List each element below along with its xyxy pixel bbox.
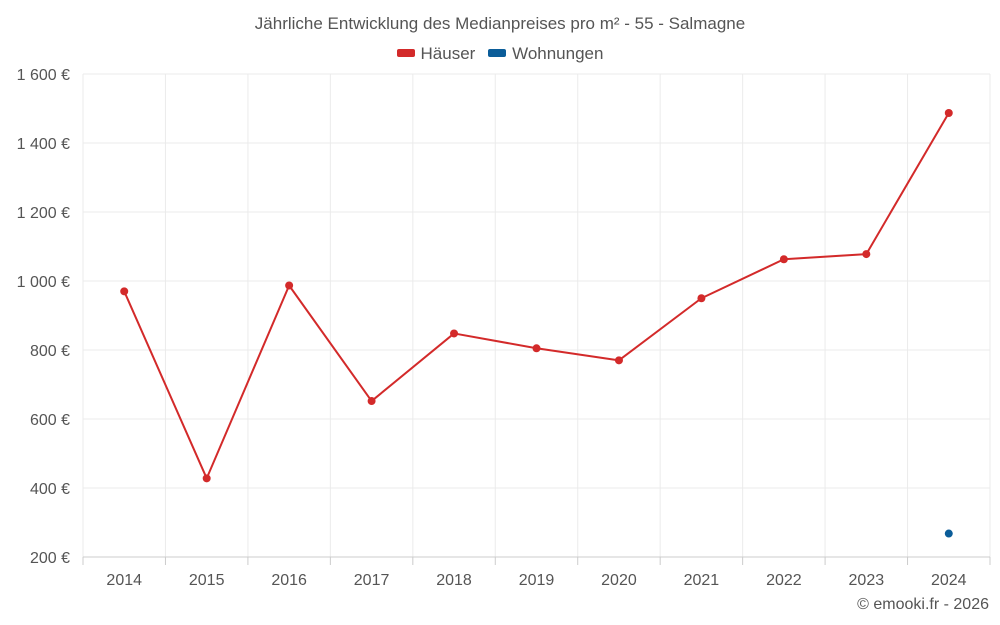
data-point-h-user (285, 281, 294, 290)
legend-item-hauser[interactable]: Häuser (396, 44, 476, 64)
data-point-h-user (532, 344, 541, 353)
data-point-h-user (944, 108, 953, 117)
legend-swatch-hauser (396, 48, 415, 57)
x-tick-label: 2021 (684, 572, 720, 589)
data-point-h-user (697, 294, 706, 303)
legend-label-wohnungen: Wohnungen (512, 44, 604, 63)
x-tick-label: 2019 (519, 572, 555, 589)
x-tick-label: 2016 (271, 572, 307, 589)
data-point-h-user (614, 356, 623, 365)
y-tick-label: 600 € (30, 412, 70, 429)
y-tick-label: 200 € (30, 550, 70, 567)
x-tick-label: 2018 (436, 572, 472, 589)
y-tick-label: 1 000 € (17, 274, 70, 291)
x-tick-label: 2023 (849, 572, 885, 589)
legend-item-wohnungen[interactable]: Wohnungen (488, 44, 603, 64)
legend-swatch-wohnungen (488, 48, 507, 57)
x-tick-label: 2017 (354, 572, 390, 589)
legend-label-hauser: Häuser (420, 44, 476, 63)
data-point-h-user (862, 250, 871, 259)
x-tick-label: 2014 (106, 572, 142, 589)
data-point-h-user (202, 474, 211, 483)
x-tick-label: 2022 (766, 572, 802, 589)
data-point-h-user (779, 255, 788, 264)
data-point-h-user (367, 397, 376, 406)
y-tick-label: 1 400 € (17, 136, 70, 153)
data-point-wohnungen (944, 529, 953, 538)
data-point-h-user (450, 329, 459, 338)
y-tick-label: 1 200 € (17, 205, 70, 222)
chart-title: Jährliche Entwicklung des Medianpreises … (254, 14, 746, 33)
x-tick-label: 2015 (189, 572, 225, 589)
x-tick-label: 2024 (931, 572, 967, 589)
copyright-credit: © emooki.fr - 2026 (857, 596, 989, 613)
y-tick-label: 400 € (30, 481, 70, 498)
chart-legend: Häuser Wohnungen (0, 44, 1000, 64)
y-tick-label: 1 600 € (17, 67, 70, 84)
y-tick-label: 800 € (30, 343, 70, 360)
x-tick-label: 2020 (601, 572, 637, 589)
data-point-h-user (120, 287, 129, 296)
